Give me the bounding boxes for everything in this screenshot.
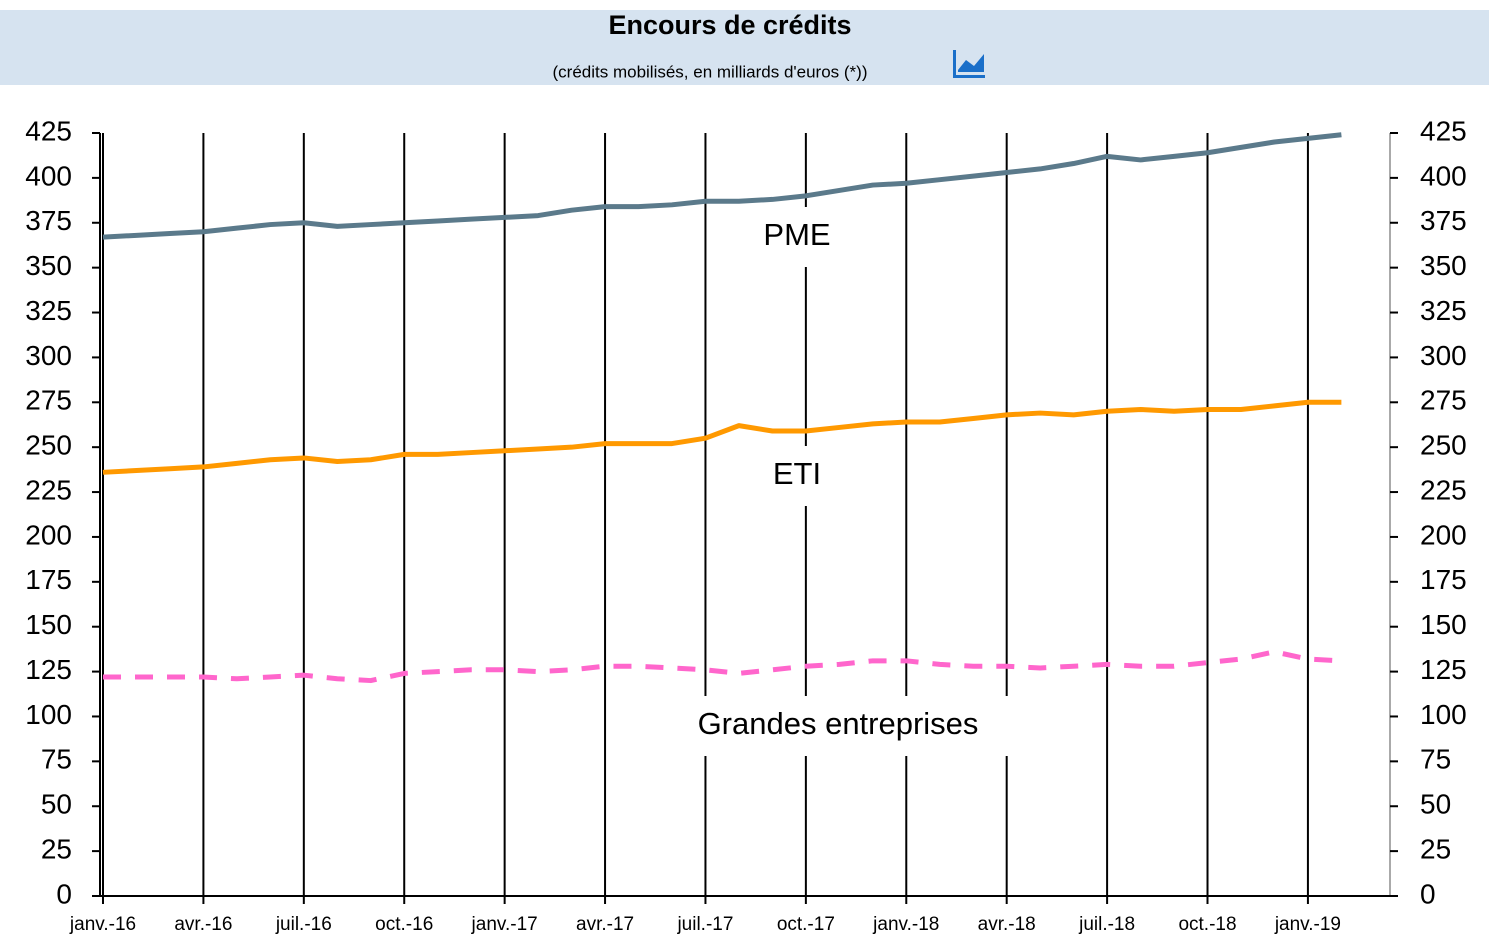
y2-tick-label: 250 bbox=[1420, 430, 1467, 461]
x-tick-label: avr.-18 bbox=[978, 914, 1036, 935]
y-tick-label: 300 bbox=[25, 340, 72, 371]
chart-title: Encours de crédits bbox=[608, 10, 851, 40]
y-tick-label: 275 bbox=[25, 385, 72, 416]
y2-tick-label: 375 bbox=[1420, 205, 1467, 236]
x-tick-label: juil.-17 bbox=[676, 914, 733, 935]
x-tick-label: avr.-16 bbox=[174, 914, 232, 935]
y2-tick-label: 425 bbox=[1420, 115, 1467, 146]
y2-tick-label: 0 bbox=[1420, 878, 1436, 909]
y2-tick-label: 25 bbox=[1420, 834, 1451, 865]
y2-tick-label: 350 bbox=[1420, 250, 1467, 281]
x-tick-label: janv.-18 bbox=[872, 914, 939, 935]
y-tick-label: 325 bbox=[25, 295, 72, 326]
x-tick-label: janv.-17 bbox=[471, 914, 538, 935]
y2-tick-label: 200 bbox=[1420, 519, 1467, 550]
x-tick-label: oct.-16 bbox=[375, 914, 433, 935]
y-tick-label: 50 bbox=[41, 789, 72, 820]
y2-tick-label: 300 bbox=[1420, 340, 1467, 371]
y-tick-label: 225 bbox=[25, 474, 72, 505]
series-line bbox=[103, 649, 1342, 684]
series-line bbox=[102, 399, 1342, 475]
x-tick-label: janv.-19 bbox=[1274, 914, 1341, 935]
y-tick-label: 100 bbox=[25, 699, 72, 730]
y-tick-label: 25 bbox=[41, 834, 72, 865]
chart-subtitle: (crédits mobilisés, en milliards d'euros… bbox=[553, 62, 868, 81]
label-box bbox=[727, 207, 867, 267]
header-band bbox=[0, 10, 1489, 85]
y-tick-label: 175 bbox=[25, 564, 72, 595]
x-tick-label: oct.-17 bbox=[777, 914, 835, 935]
label-box bbox=[722, 446, 872, 506]
y2-tick-label: 50 bbox=[1420, 789, 1451, 820]
series-line bbox=[102, 132, 1342, 240]
x-tick-label: avr.-17 bbox=[576, 914, 634, 935]
x-tick-label: juil.-16 bbox=[275, 914, 332, 935]
y2-tick-label: 125 bbox=[1420, 654, 1467, 685]
y-tick-label: 400 bbox=[25, 160, 72, 191]
y2-tick-label: 400 bbox=[1420, 160, 1467, 191]
y-tick-label: 0 bbox=[56, 878, 72, 909]
y-tick-label: 150 bbox=[25, 609, 72, 640]
y-tick-label: 425 bbox=[25, 115, 72, 146]
y-tick-label: 75 bbox=[41, 744, 72, 775]
x-tick-label: oct.-18 bbox=[1178, 914, 1236, 935]
series-label: PME bbox=[763, 217, 830, 252]
y2-tick-label: 175 bbox=[1420, 564, 1467, 595]
y-tick-label: 375 bbox=[25, 205, 72, 236]
chart-icon[interactable] bbox=[953, 50, 985, 78]
series-label: Grandes entreprises bbox=[698, 706, 979, 741]
y-tick-label: 200 bbox=[25, 519, 72, 550]
y2-tick-label: 225 bbox=[1420, 474, 1467, 505]
y2-tick-label: 275 bbox=[1420, 385, 1467, 416]
label-box bbox=[653, 696, 1023, 756]
y2-tick-label: 75 bbox=[1420, 744, 1451, 775]
y2-tick-label: 100 bbox=[1420, 699, 1467, 730]
y-tick-label: 350 bbox=[25, 250, 72, 281]
y-tick-label: 250 bbox=[25, 430, 72, 461]
x-tick-label: janv.-16 bbox=[69, 914, 136, 935]
y2-tick-label: 150 bbox=[1420, 609, 1467, 640]
y2-tick-label: 325 bbox=[1420, 295, 1467, 326]
series-label: ETI bbox=[773, 456, 821, 491]
y-tick-label: 125 bbox=[25, 654, 72, 685]
x-tick-label: juil.-18 bbox=[1078, 914, 1135, 935]
